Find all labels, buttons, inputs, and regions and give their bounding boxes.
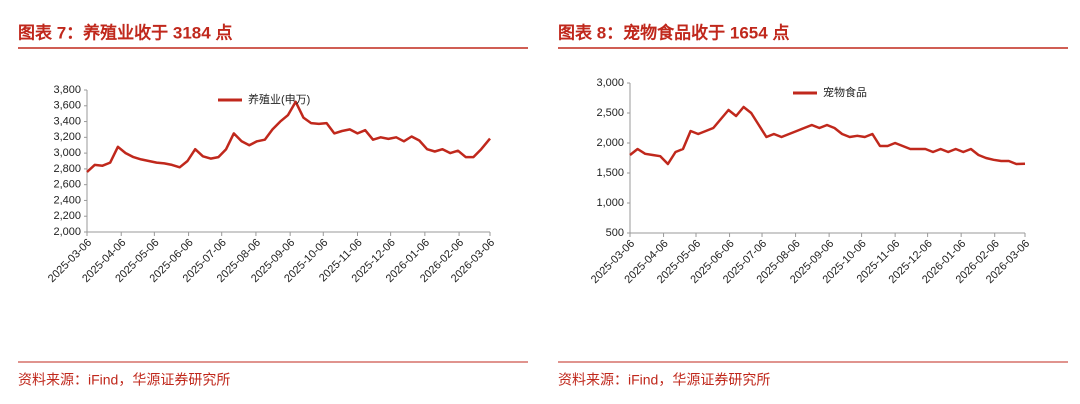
- y-tick-label: 3,000: [53, 147, 81, 159]
- y-tick-label: 3,200: [53, 131, 81, 143]
- y-tick-label: 1,500: [596, 167, 624, 179]
- y-tick-label: 3,000: [596, 77, 624, 89]
- figure-title: 图表 7：养殖业收于 3184 点: [18, 22, 232, 42]
- legend-label: 养殖业(申万): [248, 92, 310, 106]
- y-tick-label: 2,400: [53, 194, 81, 206]
- y-tick-label: 2,000: [596, 137, 624, 149]
- y-tick-label: 2,200: [53, 210, 81, 222]
- figure-title: 图表 8：宠物食品收于 1654 点: [558, 22, 789, 42]
- y-tick-label: 1,000: [596, 197, 624, 209]
- series-line: [629, 105, 1026, 166]
- y-tick-label: 2,600: [53, 179, 81, 191]
- source-note: 资料来源：iFind，华源证券研究所: [18, 372, 230, 388]
- y-tick-label: 2,500: [596, 107, 624, 119]
- y-tick-label: 3,600: [53, 100, 81, 112]
- y-tick-label: 500: [606, 227, 624, 239]
- source-note: 资料来源：iFind，华源证券研究所: [558, 372, 770, 388]
- y-tick-label: 3,800: [53, 84, 81, 96]
- y-tick-label: 2,800: [53, 163, 81, 175]
- y-tick-label: 3,400: [53, 115, 81, 127]
- legend-label: 宠物食品: [823, 85, 867, 99]
- y-tick-label: 2,000: [53, 226, 81, 238]
- series-line: [86, 100, 491, 173]
